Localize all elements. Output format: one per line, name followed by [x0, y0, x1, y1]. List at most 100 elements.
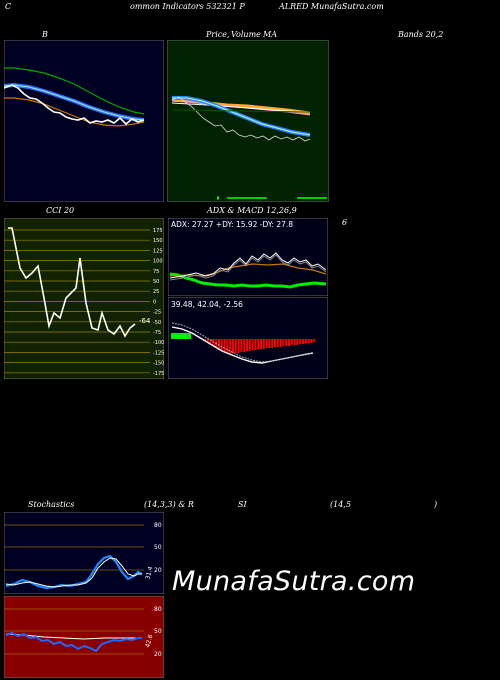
macd-positive-bars [171, 333, 191, 339]
macd-hist-bar [265, 339, 268, 348]
bb-middle-inner [4, 84, 145, 121]
stoch-value-label: 31.4 [144, 566, 154, 581]
cci-tick-label: 150 [153, 238, 163, 244]
cci-tick-label: -75 [153, 330, 161, 336]
macd-hist-bar [209, 339, 212, 343]
rsi-title: SI [238, 500, 247, 509]
macd-hist-bar [257, 339, 260, 349]
macd-hist-bar [293, 339, 296, 345]
bb-title: B [42, 30, 48, 39]
rsi-tick-50: 50 [154, 628, 162, 635]
adx-title: ADX & MACD 12,26,9 [207, 206, 297, 215]
macd-values: 39.48, 42.04, -2.56 [171, 300, 243, 309]
macd-hist-bar [243, 339, 246, 352]
macd-hist-bar [279, 339, 282, 347]
macd-hist-bar [260, 339, 262, 349]
rsi-line [5, 631, 142, 653]
adx-panel: ADX: 27.27 +DY: 15.92 -DY: 27.8 [168, 218, 328, 296]
header-right: ALRED MunafaSutra.com [279, 2, 384, 11]
price-line [171, 96, 311, 142]
adx-values: ADX: 27.27 +DY: 15.92 -DY: 27.8 [171, 220, 293, 229]
rsi-params: (14,5 [330, 500, 351, 509]
adx-di-minus-line [169, 272, 327, 289]
cci-tick-label: 50 [153, 279, 159, 285]
macd-hist-bar [240, 339, 243, 352]
macd-hist-bar [310, 339, 313, 343]
cci-tick-label: -175 [153, 371, 164, 377]
macd-hist-bar [299, 339, 302, 344]
stoch-title: Stochastics [28, 500, 75, 509]
macd-hist-bar [285, 339, 288, 346]
macd-hist-bar [290, 339, 293, 345]
price-ma-orange [171, 98, 311, 115]
bb-price-line [4, 84, 145, 126]
macd-hist-bar [248, 339, 251, 351]
cci-tick-label: 175 [153, 228, 163, 234]
rsi-value-label: 42.6 [144, 634, 154, 649]
macd-hist-bar [237, 339, 240, 353]
cci-tick-label: -150 [153, 361, 164, 367]
cci-tick-label: 100 [153, 259, 163, 265]
macd-hist-bar [313, 339, 316, 342]
price-ma-blue-inner [172, 97, 311, 136]
cci-tick-label: -50 [153, 320, 161, 326]
cci-panel: 175 150 125 100 75 50 25 0 -25 -50 -75 -100 -125 -150… [4, 218, 164, 379]
stoch-d-line [5, 557, 142, 588]
macd-hist-bar [226, 339, 229, 353]
macd-hist-bar [232, 339, 234, 353]
macd-hist-bar [304, 339, 307, 343]
macd-hist-bar [218, 339, 220, 349]
bb-lower-line [4, 97, 145, 127]
cci-tick-label: 125 [153, 248, 163, 254]
stoch-params: (14,3,3) & R [144, 500, 194, 509]
cci-tick-label: -100 [153, 340, 164, 346]
macd-hist-bar [246, 339, 248, 351]
price-ma-tag: MA [263, 30, 277, 39]
macd-hist-bar [282, 339, 285, 346]
header-mid: ommon Indicators 532321 P [130, 2, 245, 11]
cci-tick-label: 25 [153, 289, 159, 295]
macd-hist-bar [234, 339, 237, 353]
macd-hist-bar [302, 339, 304, 344]
macd-line [171, 326, 314, 364]
watermark: MunafaSutra.com [172, 566, 416, 597]
macd-hist-bar [223, 339, 226, 352]
adx-di-plus-shadow [169, 254, 327, 281]
adx-di-plus-line [169, 252, 327, 279]
price-ma-darkgreen [171, 109, 311, 113]
stoch-k-line [5, 554, 143, 590]
macd-hist-bar [274, 339, 276, 347]
stoch-tick-20: 20 [154, 567, 162, 574]
macd-hist-bar [220, 339, 223, 351]
price-panel [167, 40, 329, 202]
stoch-tick-50: 50 [154, 544, 162, 551]
macd-hist-bar [206, 339, 209, 342]
macd-hist-bar [254, 339, 257, 350]
macd-hist-bar [288, 339, 290, 346]
adx-side-label: 6 [342, 218, 348, 227]
bb-upper-line [4, 67, 145, 115]
price-title: Price, [206, 30, 230, 39]
rsi-params-close: ) [434, 500, 438, 509]
bollinger-panel [4, 40, 164, 202]
cci-tick-label: 0 [153, 299, 156, 305]
bb-tag: Bands 20,2 [398, 30, 444, 39]
cci-tick-label: -25 [153, 310, 161, 316]
macd-hist-bar [229, 339, 232, 354]
rsi-panel: 80 50 20 42.6 [4, 596, 164, 678]
macd-hist-bar [271, 339, 274, 348]
cci-tick-label: -125 [153, 350, 164, 356]
macd-panel: 39.48, 42.04, -2.56 [168, 297, 328, 379]
cci-title: CCI 20 [46, 206, 75, 215]
stochastics-panel: 80 50 20 31.4 [4, 512, 164, 594]
macd-hist-bar [262, 339, 265, 349]
price-volume-tag: Volume [231, 30, 261, 39]
header-left: C [5, 2, 12, 11]
stoch-tick-80: 80 [154, 522, 162, 529]
cci-line [8, 227, 136, 338]
macd-hist-bar [276, 339, 279, 347]
cci-value-label: -64 [139, 317, 151, 325]
macd-signal-line [171, 322, 314, 363]
macd-hist-bar [268, 339, 271, 348]
macd-hist-bar [296, 339, 299, 345]
